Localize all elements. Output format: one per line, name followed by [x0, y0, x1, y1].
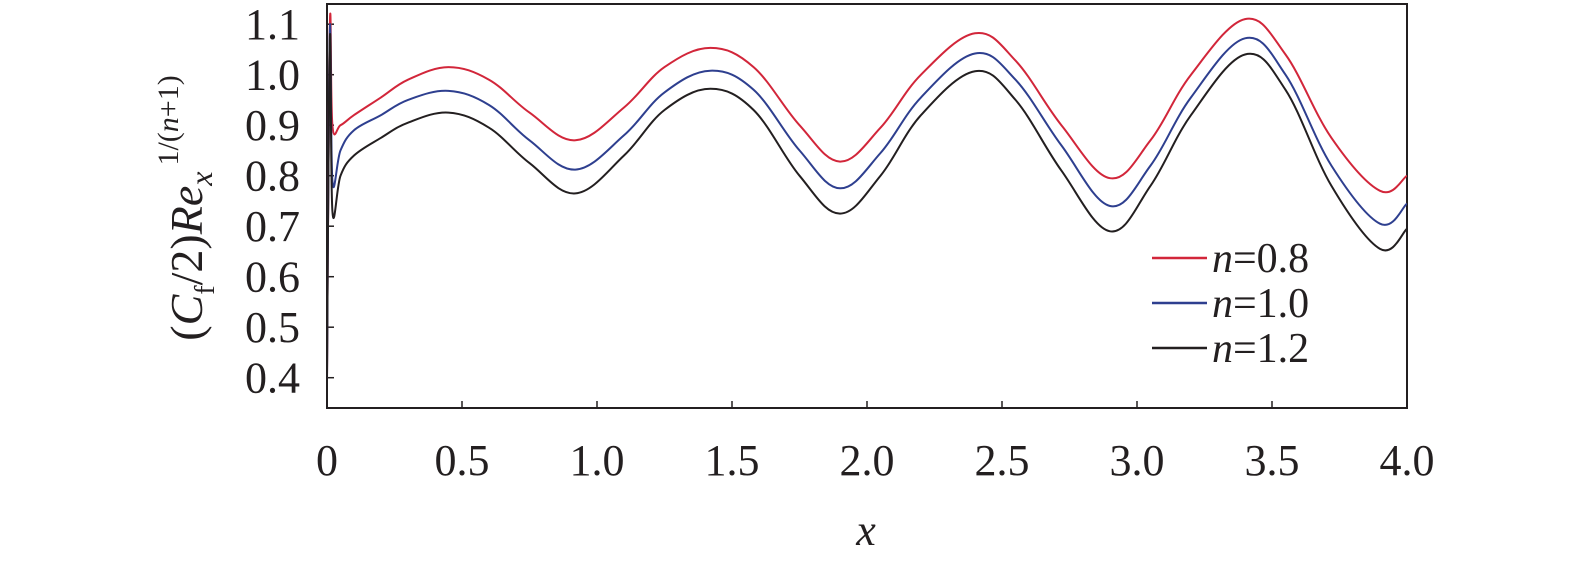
y-tick-label: 1.0	[245, 51, 300, 100]
x-axis-label: x	[855, 506, 876, 555]
x-tick-label: 3.0	[1110, 436, 1165, 485]
x-tick-label: 3.5	[1245, 436, 1300, 485]
legend-label: n=1.2	[1212, 326, 1309, 372]
x-tick-label: 0	[316, 436, 338, 485]
x-tick-label: 2.0	[840, 436, 895, 485]
series-lines	[327, 12, 1407, 378]
y-axis: 0.40.50.60.70.80.91.01.1	[245, 0, 334, 403]
legend-label: n=0.8	[1212, 236, 1309, 282]
y-tick-label: 0.6	[245, 253, 300, 302]
x-axis: 0 0.5 1.0 1.5 2.0 2.5 3.0 3.5 4.0	[316, 401, 1435, 485]
y-tick-label: 0.5	[245, 303, 300, 352]
y-tick-label: 0.8	[245, 152, 300, 201]
legend: n=0.8n=1.0n=1.2	[1152, 236, 1309, 372]
x-tick-label: 1.0	[570, 436, 625, 485]
x-tick-label: 4.0	[1380, 436, 1435, 485]
y-tick-label: 0.7	[245, 202, 300, 251]
x-tick-label: 1.5	[705, 436, 760, 485]
series-line-2	[327, 33, 1407, 378]
series-line-0	[327, 12, 1407, 378]
x-tick-label: 2.5	[975, 436, 1030, 485]
series-line-1	[327, 23, 1407, 378]
y-tick-label: 1.1	[245, 0, 300, 49]
legend-label: n=1.0	[1212, 281, 1309, 327]
y-tick-label: 0.4	[245, 354, 300, 403]
y-tick-label: 0.9	[245, 101, 300, 150]
y-axis-label: (Cf/2)Rex1/(n+1)	[152, 75, 221, 340]
x-tick-label: 0.5	[435, 436, 490, 485]
